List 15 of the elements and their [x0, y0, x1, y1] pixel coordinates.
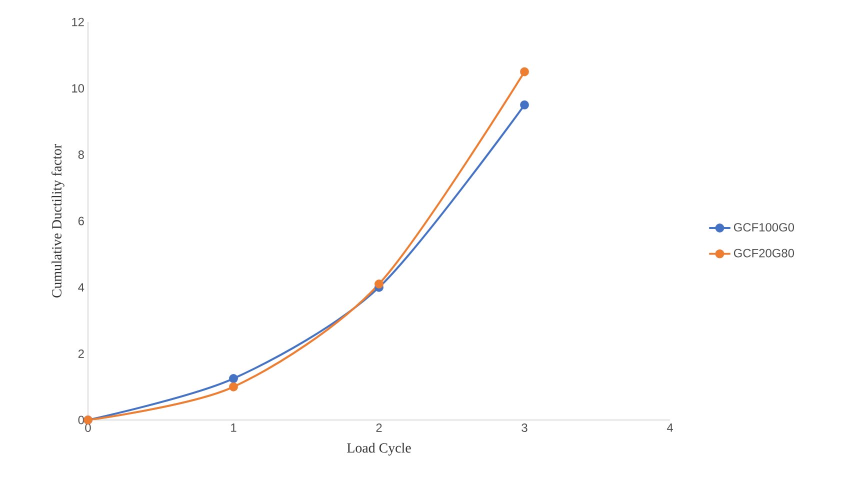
- x-tick-label: 4: [666, 424, 673, 432]
- legend-label: GCF20G80: [734, 248, 794, 258]
- y-tick-label: 0: [78, 416, 84, 424]
- x-tick-label: 1: [231, 424, 236, 432]
- x-tick-label: 3: [522, 424, 528, 432]
- y-tick-label: 8: [78, 150, 84, 159]
- y-tick-label: 2: [78, 349, 84, 358]
- y-axis-title: Cumulative Ductility factor: [52, 144, 64, 298]
- y-tick-label: 10: [72, 84, 84, 93]
- y-tick-label: 12: [72, 18, 84, 26]
- y-tick-label: 4: [78, 283, 84, 292]
- x-axis-title: Load Cycle: [347, 442, 411, 456]
- legend-label: GCF100G0: [734, 223, 794, 232]
- x-tick-label: 2: [376, 424, 382, 432]
- y-tick-label: 6: [78, 216, 84, 226]
